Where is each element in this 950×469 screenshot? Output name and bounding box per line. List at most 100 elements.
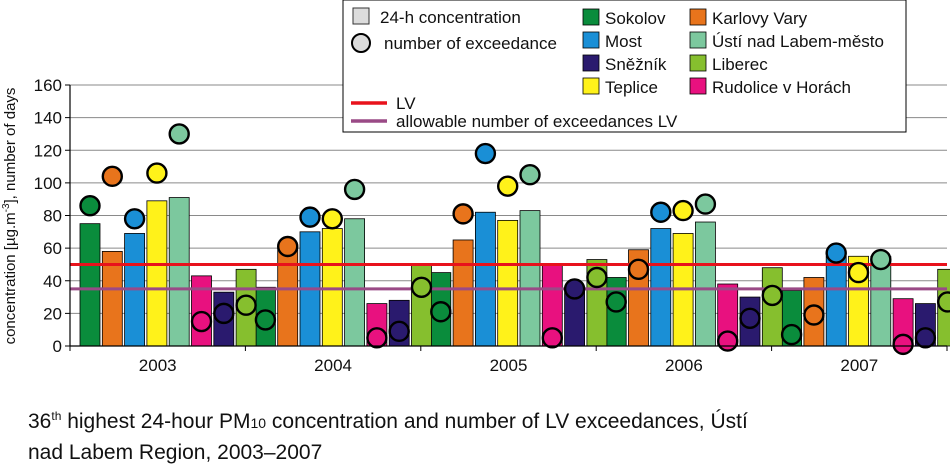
legend-label: Ústí nad Labem-město	[712, 32, 884, 51]
exceedance-marker	[586, 266, 608, 289]
x-tick-label: 2007	[840, 356, 878, 375]
caption-number: 36	[28, 410, 52, 433]
exceedance-marker	[388, 320, 410, 343]
legend-swatch	[582, 31, 600, 49]
chart: 0 20 40 60 80 100 120 140 160 2003 2004 2005 2006 200…	[1, 0, 950, 375]
legend-swatch	[689, 54, 707, 72]
exceedance-marker	[235, 294, 257, 316]
exceedance-marker	[146, 162, 168, 184]
legend-label: Sokolov	[605, 9, 666, 28]
exceedance-marker	[321, 208, 343, 230]
legend-symbol-concentration	[352, 7, 370, 25]
y-axis-label-part: concentration [µg.m	[2, 212, 19, 344]
bar	[825, 255, 847, 347]
y-tick-label: 20	[43, 304, 62, 323]
bar	[168, 197, 190, 347]
caption-ordinal: th	[51, 409, 62, 423]
exceedance-marker	[914, 327, 937, 349]
chart-caption: 36th highest 24-hour PM10 concentration …	[28, 402, 928, 467]
bar	[497, 219, 519, 347]
exceedance-marker	[892, 333, 914, 356]
exceedance-marker	[497, 175, 519, 197]
exceedance-marker	[366, 327, 388, 349]
y-tick-label: 40	[43, 272, 62, 291]
bar	[321, 228, 343, 347]
y-axis-label-superscript: -3	[1, 203, 12, 212]
y-tick-label: 0	[53, 337, 62, 356]
exceedance-marker	[803, 304, 825, 326]
legend-box	[342, 0, 907, 133]
caption-text-1: highest 24-hour PM	[61, 410, 251, 433]
legend-label: Rudolice v Horách	[712, 78, 851, 97]
bar	[452, 239, 474, 347]
caption-text-2: concentration and number of LV exceedanc…	[266, 410, 748, 433]
exceedance-marker	[605, 291, 627, 313]
exceedance-marker	[627, 258, 650, 281]
exceedance-marker	[254, 309, 277, 331]
exceedance-marker	[474, 142, 497, 165]
y-tick-label: 100	[34, 174, 62, 193]
bar	[277, 247, 299, 347]
exceedance-marker	[430, 301, 452, 323]
bar	[344, 218, 366, 347]
bar	[474, 211, 496, 347]
bar	[146, 200, 168, 347]
legend-swatch	[689, 77, 707, 95]
exceedance-marker	[123, 208, 146, 230]
legend-swatch	[689, 31, 707, 49]
legend-label: Most	[605, 32, 642, 51]
legend-label: Karlovy Vary	[712, 9, 808, 28]
legend-label: Liberec	[712, 55, 768, 74]
exceedance-marker	[717, 330, 739, 352]
exceedance-marker	[847, 261, 870, 284]
y-tick-label: 140	[34, 109, 62, 128]
x-tick-label: 2004	[314, 356, 352, 375]
exceedance-marker	[190, 310, 213, 333]
exceedance-marker	[410, 276, 433, 298]
exceedance-marker	[563, 278, 586, 300]
exceedance-marker	[277, 235, 299, 258]
legend-symbol-exceedance	[351, 33, 371, 53]
legend-label: number of exceedance	[384, 34, 557, 53]
legend-swatch	[689, 8, 707, 26]
bar	[519, 210, 541, 347]
exceedance-marker	[168, 123, 190, 145]
exceedance-marker	[937, 291, 950, 313]
exceedance-marker	[672, 199, 694, 222]
x-tick-label: 2006	[665, 356, 703, 375]
y-tick-label: 80	[43, 207, 62, 226]
y-axis-label: concentration [µg.m-3], number of days	[1, 88, 19, 345]
exceedance-marker	[825, 242, 847, 264]
exceedance-marker	[213, 302, 235, 325]
exceedance-marker	[343, 178, 366, 201]
exceedance-marker	[79, 195, 101, 217]
exceedance-marker	[101, 165, 124, 188]
y-axis-label-part: ], number of days	[2, 88, 19, 204]
exceedance-marker	[452, 203, 474, 225]
exceedance-marker	[870, 248, 892, 271]
legend-swatch	[582, 54, 600, 72]
x-tick-label: 2003	[139, 356, 177, 375]
bar	[761, 267, 783, 347]
exceedance-marker	[780, 323, 803, 346]
legend-label: Teplice	[605, 78, 658, 97]
x-tick-label: 2005	[490, 356, 528, 375]
bar	[650, 228, 672, 347]
caption-pm-subscript: 10	[250, 415, 267, 431]
y-tick-label: 120	[34, 141, 62, 160]
exceedance-marker	[761, 284, 783, 307]
bar	[695, 221, 716, 347]
exceedance-marker	[541, 327, 563, 349]
exceedance-marker	[299, 206, 321, 228]
legend-label: 24-h concentration	[380, 8, 521, 27]
bar	[79, 223, 101, 347]
legend-swatch	[582, 77, 600, 95]
legend-swatch	[582, 8, 600, 26]
caption-text-3: nad Labem Region, 2003–2007	[28, 441, 323, 464]
exceedance-marker	[650, 201, 672, 223]
exceedance-marker	[519, 164, 541, 186]
y-tick-label: 60	[43, 239, 62, 258]
legend-label: allowable number of exceedances LV	[396, 112, 678, 131]
exceedance-marker	[739, 307, 761, 329]
legend-label: Sněžník	[605, 55, 667, 74]
